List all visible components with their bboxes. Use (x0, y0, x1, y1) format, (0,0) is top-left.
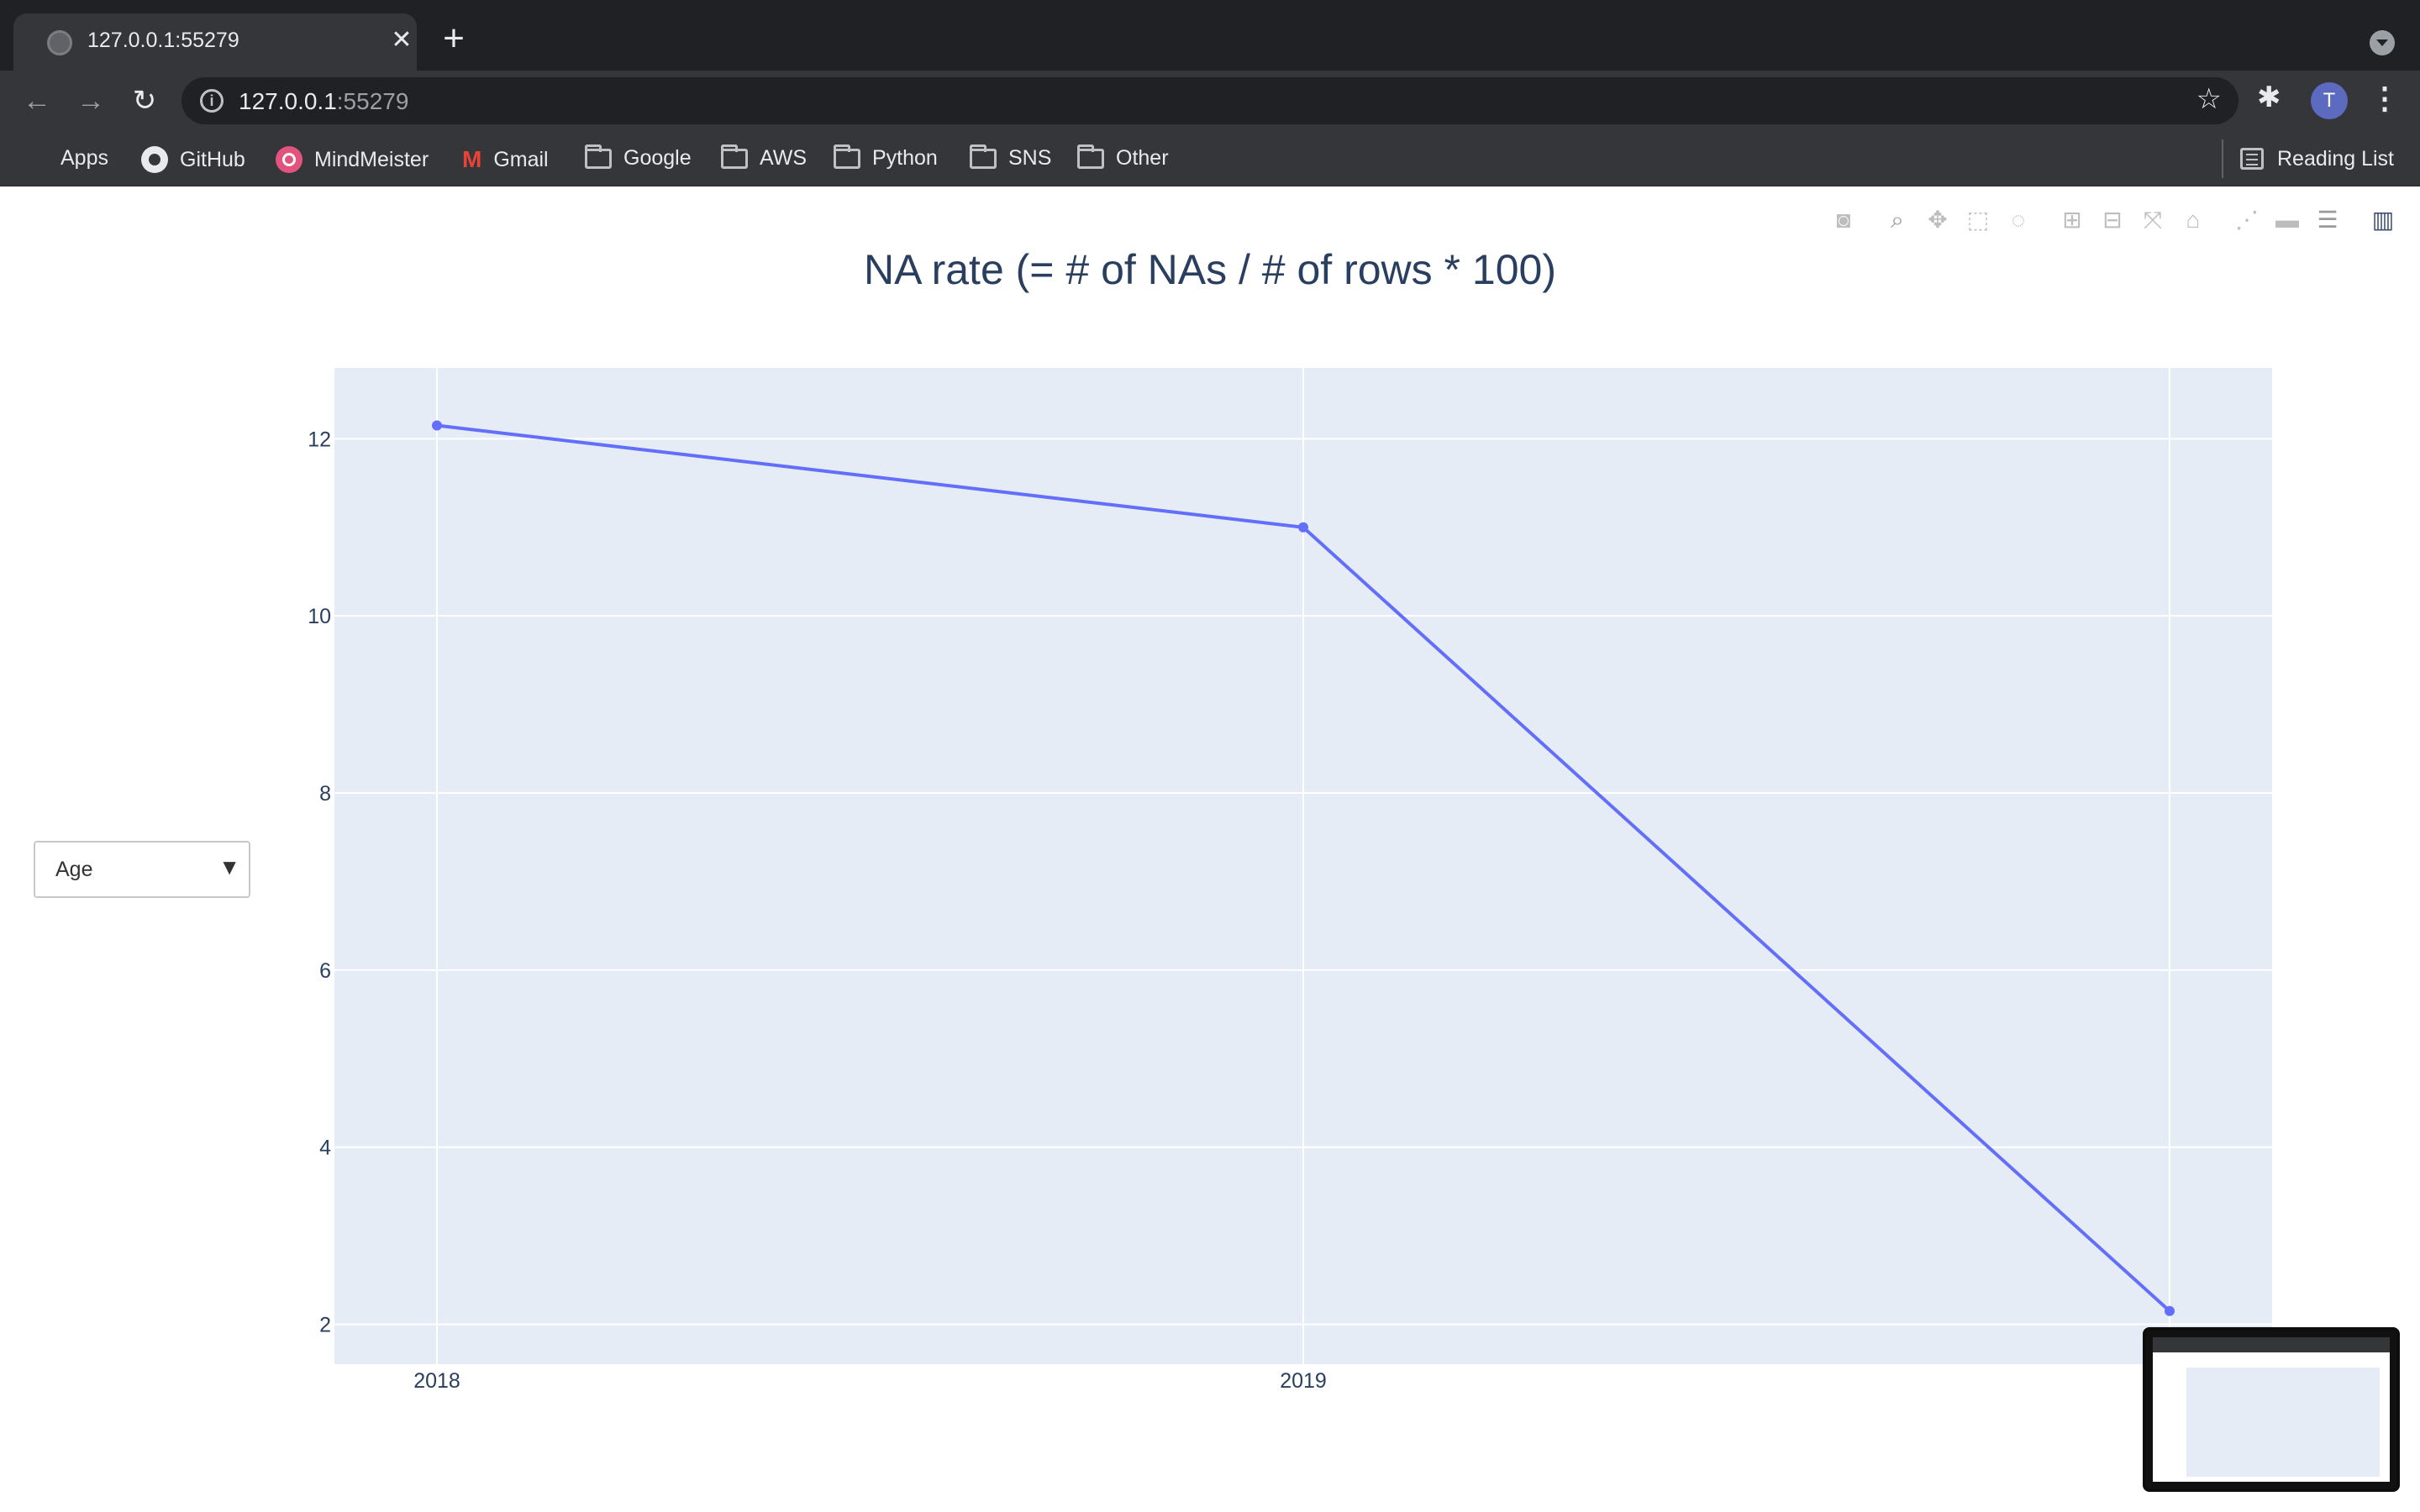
github-icon (141, 146, 168, 173)
plotly-logo-icon[interactable]: ▥ (2371, 207, 2395, 233)
back-arrow-icon[interactable]: ← (23, 85, 51, 117)
bookmark-label: MindMeister (314, 147, 429, 171)
box-select-icon[interactable]: ⬚ (1966, 207, 1990, 233)
bookmark-label: Google (623, 146, 692, 170)
data-point[interactable] (1298, 522, 1308, 533)
pan-icon[interactable]: ✥ (1928, 207, 1948, 233)
y-tick-label: 6 (319, 959, 331, 983)
zoom-in-icon[interactable]: ⊞ (2062, 207, 2082, 233)
bookmark-google[interactable]: Google (585, 144, 692, 171)
folder-icon (721, 144, 748, 169)
puzzle-extension-icon[interactable]: ✱ (2257, 81, 2281, 113)
bookmark-label: SNS (1008, 146, 1052, 170)
x-axis-ticks: 2018 2019 (413, 1369, 1327, 1393)
x-tick-label: 2018 (413, 1369, 460, 1393)
tab-title: 127.0.0.1:55279 (87, 29, 239, 52)
thumbnail-preview (2153, 1337, 2390, 1482)
chevron-down-icon: ▼ (218, 854, 240, 879)
plotly-modebar: ◙ ⌕ ✥ ⬚ ◌ ⊞ ⊟ ⤧ ⌂ ⋰ ▬ ☰ ▥ (0, 205, 2420, 239)
thumbnail-plot (2186, 1368, 2380, 1477)
folder-icon (970, 144, 997, 169)
y-tick-label: 8 (319, 782, 331, 806)
y-tick-label: 10 (308, 605, 331, 628)
bookmark-gmail[interactable]: M Gmail (462, 146, 549, 173)
zoom-out-icon[interactable]: ⊟ (2102, 207, 2123, 233)
camera-icon[interactable]: ◙ (1836, 207, 1851, 233)
bookmark-label: GitHub (180, 147, 245, 171)
url-host: 127.0.0.1 (239, 88, 337, 114)
tab-strip: 127.0.0.1:55279 ✕ + (0, 0, 2420, 71)
bookmarks-bar: Apps GitHub MindMeister M Gmail Google A… (0, 131, 2420, 186)
bookmark-aws[interactable]: AWS (721, 144, 808, 171)
url-text[interactable]: 127.0.0.1:55279 (239, 88, 408, 115)
info-icon[interactable]: i (200, 89, 224, 113)
data-point[interactable] (2165, 1305, 2175, 1316)
forward-arrow-icon[interactable]: → (76, 85, 105, 117)
reading-list-icon (2240, 148, 2264, 170)
reload-icon[interactable]: ↻ (132, 85, 157, 117)
y-tick-label: 2 (319, 1314, 331, 1337)
column-dropdown[interactable]: Age ▼ (34, 841, 250, 898)
reset-axes-home-icon[interactable]: ⌂ (2186, 207, 2201, 233)
bookmark-mindmeister[interactable]: MindMeister (276, 146, 429, 173)
browser-tab[interactable]: 127.0.0.1:55279 ✕ (13, 13, 417, 71)
bookmark-python[interactable]: Python (834, 144, 938, 171)
close-icon[interactable]: ✕ (391, 26, 413, 54)
globe-icon (47, 30, 72, 55)
chart-title: NA rate (= # of NAs / # of rows * 100) (864, 246, 1556, 293)
bookmark-label: AWS (760, 146, 808, 170)
url-port: :55279 (336, 88, 409, 114)
screenshot-thumbnail[interactable] (2143, 1327, 2400, 1492)
kebab-menu-icon[interactable]: ⋮ (2370, 81, 2400, 115)
folder-icon (585, 144, 612, 169)
lasso-select-icon[interactable]: ◌ (2011, 207, 2026, 233)
bookmark-github[interactable]: GitHub (141, 146, 245, 173)
autoscale-icon[interactable]: ⤧ (2143, 207, 2163, 233)
gmail-icon: M (462, 146, 482, 172)
folder-icon (834, 144, 860, 169)
bookmark-other[interactable]: Other (1077, 144, 1169, 171)
bookmark-apps[interactable]: Apps (25, 146, 108, 171)
reading-list-label: Reading List (2277, 146, 2394, 171)
bookmark-sns[interactable]: SNS (970, 144, 1052, 171)
dropdown-selected-value: Age (55, 858, 93, 881)
hover-closest-icon[interactable]: ▬ (2275, 207, 2299, 233)
address-bar[interactable]: i 127.0.0.1:55279 ☆ (182, 77, 2238, 124)
hover-compare-icon[interactable]: ☰ (2317, 207, 2338, 233)
star-icon[interactable]: ☆ (2196, 83, 2222, 115)
x-tick-label: 2019 (1280, 1369, 1327, 1393)
mindmeister-icon (276, 146, 302, 173)
zoom-icon[interactable]: ⌕ (1891, 207, 1904, 233)
bookmark-label: Other (1116, 146, 1169, 170)
bookmark-label: Python (872, 146, 938, 170)
spike-lines-icon[interactable]: ⋰ (2235, 207, 2259, 233)
data-point[interactable] (432, 420, 442, 431)
apps-grid-icon (25, 147, 49, 171)
plus-icon[interactable]: + (443, 18, 465, 59)
browser-toolbar: ← → ↻ i 127.0.0.1:55279 ☆ (0, 71, 2420, 131)
grid-lines (334, 368, 2272, 1364)
y-tick-label: 4 (319, 1137, 331, 1160)
bookmark-label: Apps (60, 146, 108, 170)
y-axis-ticks: 2 4 6 8 10 12 (308, 428, 331, 1336)
reading-list-button[interactable]: Reading List (2222, 139, 2394, 178)
series (432, 420, 2175, 1316)
y-tick-label: 12 (308, 428, 331, 451)
line-chart: NA rate (= # of NAs / # of rows * 100) 2… (308, 246, 2272, 1393)
folder-icon (1077, 144, 1104, 169)
tab-search-icon[interactable] (2370, 30, 2395, 55)
thumbnail-toolbar (2153, 1337, 2390, 1352)
bookmark-label: Gmail (493, 147, 549, 171)
page-content: ◙ ⌕ ✥ ⬚ ◌ ⊞ ⊟ ⤧ ⌂ ⋰ ▬ ☰ ▥ Age ▼ NA rate … (0, 186, 2420, 1512)
avatar[interactable]: T (2311, 82, 2348, 119)
